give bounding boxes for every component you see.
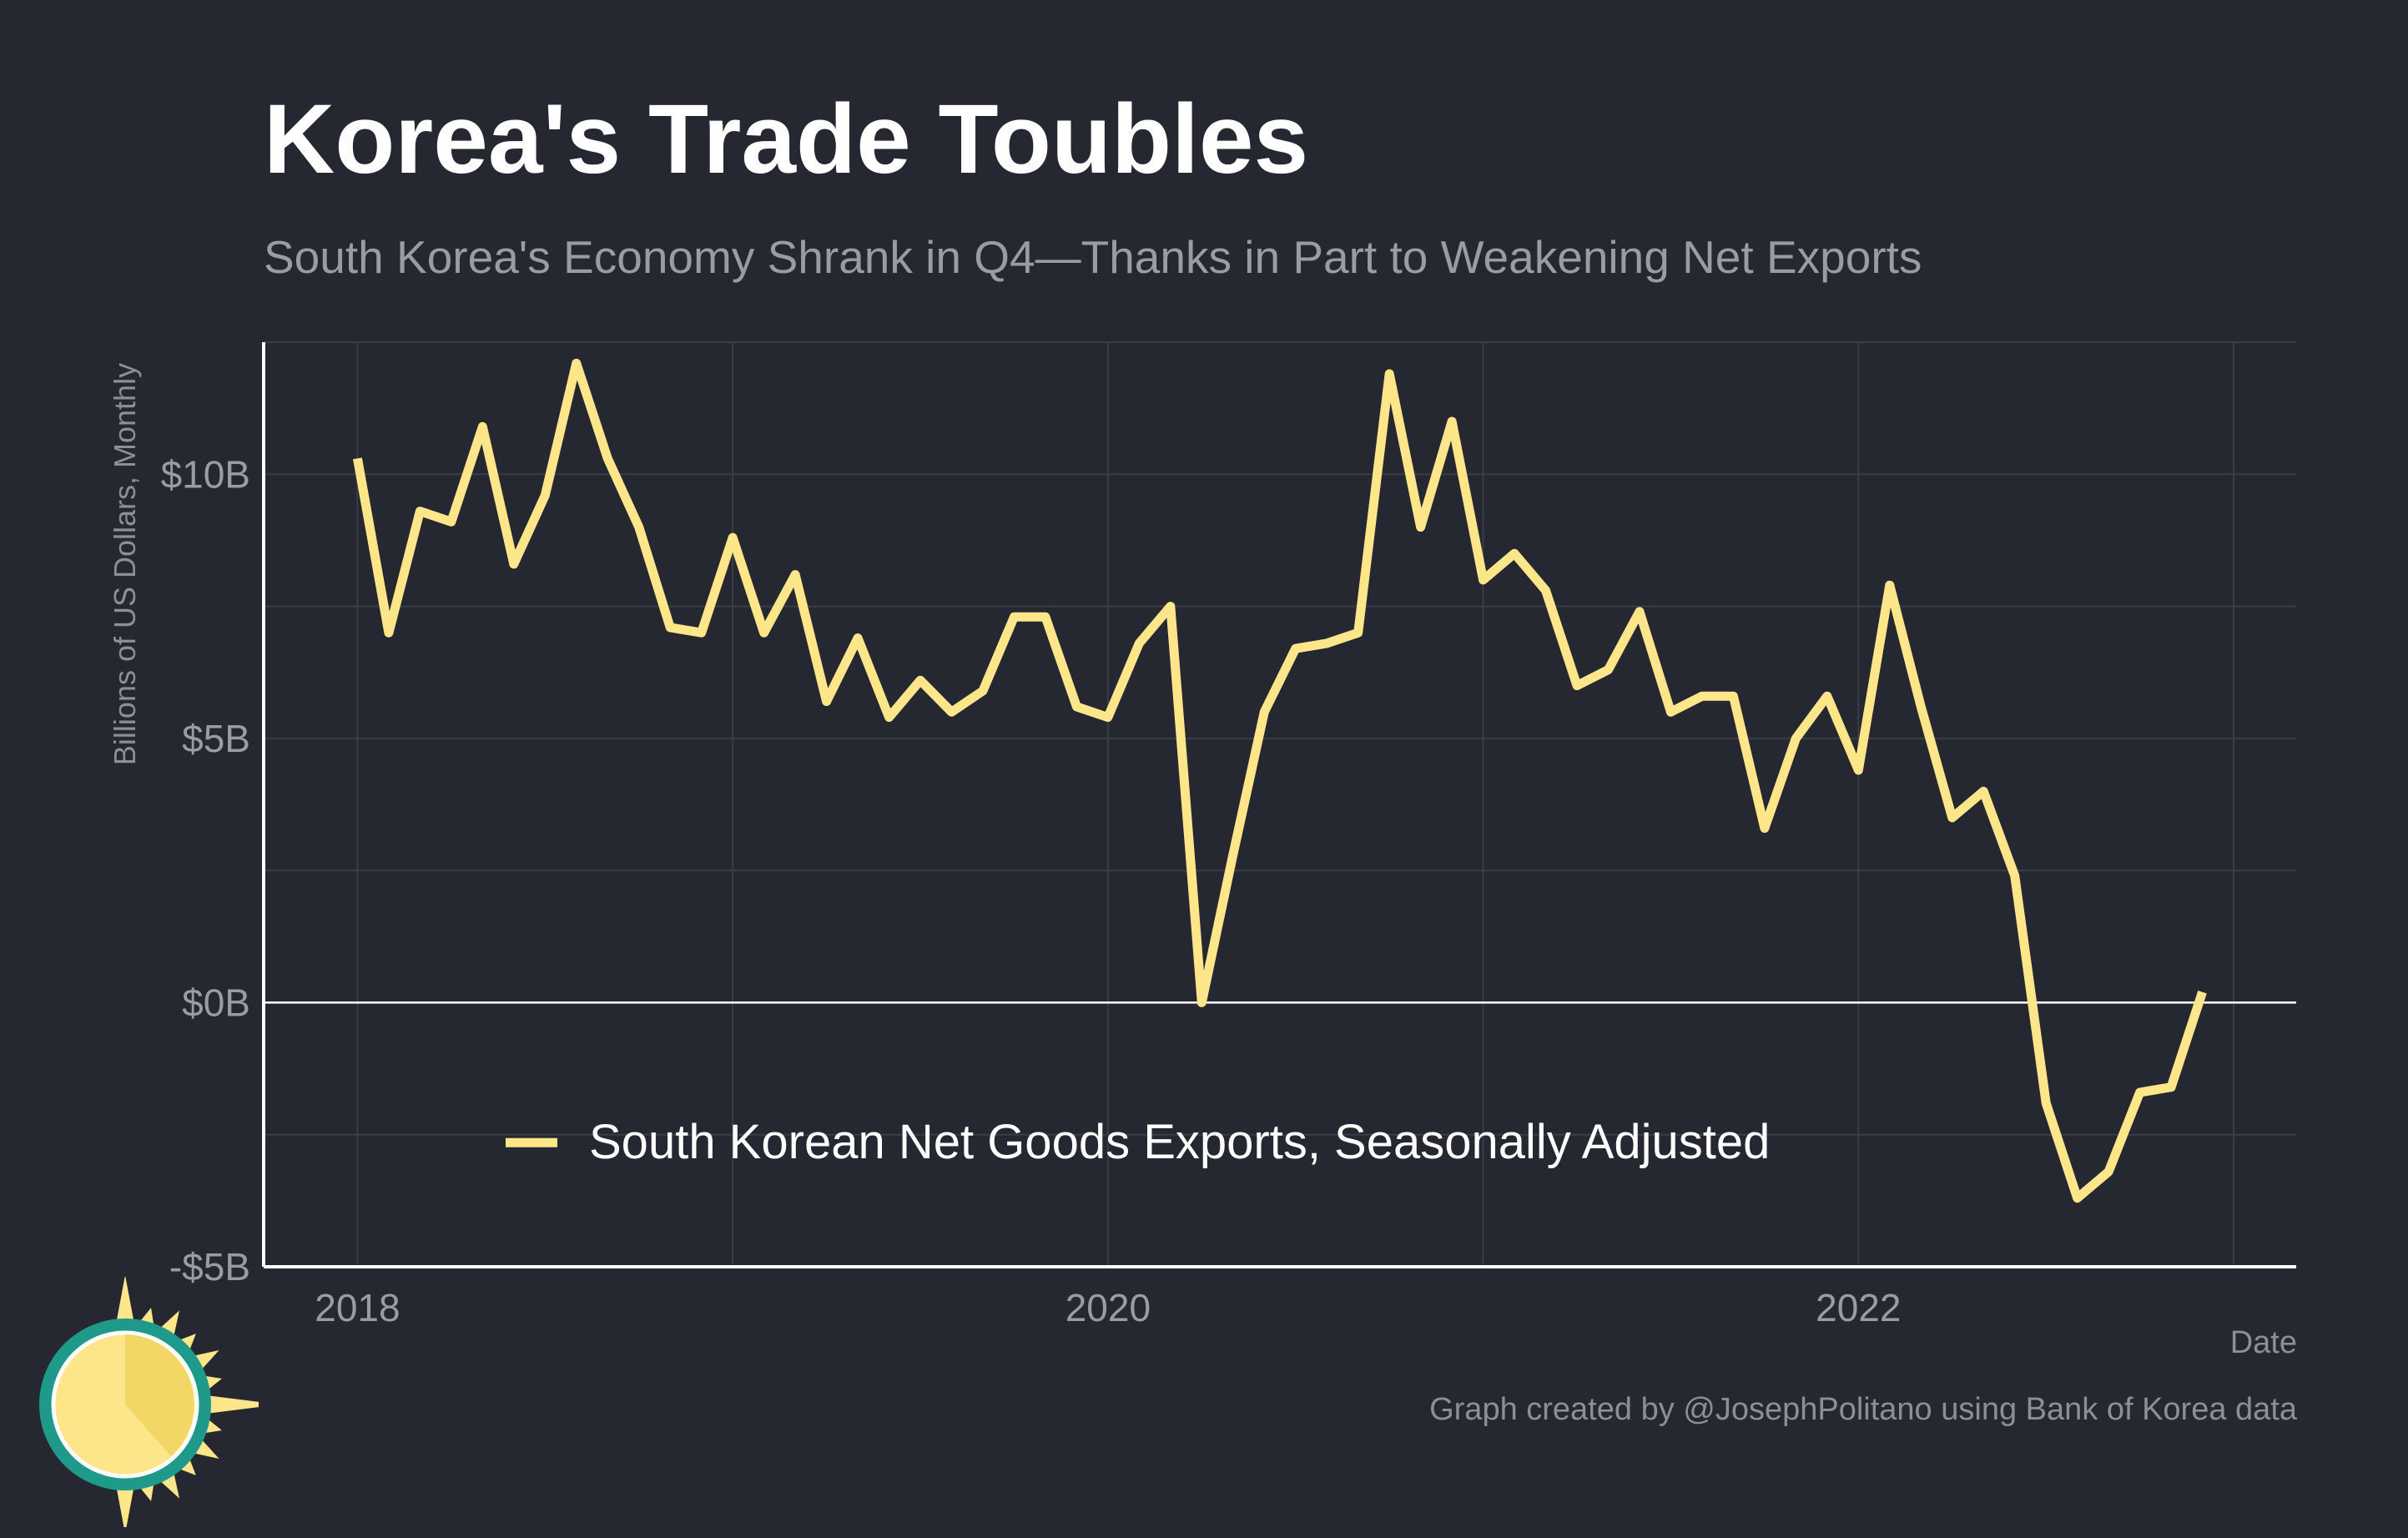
series-line [353, 358, 2207, 1203]
axes [262, 342, 2296, 1268]
sun-clock-icon [39, 1277, 259, 1527]
y-tick-label: $10B [161, 452, 250, 496]
y-tick-label: $0B [182, 981, 250, 1024]
x-axis-label: Date [2229, 1325, 2297, 1360]
sun-ray [115, 1483, 135, 1527]
logo-clock-hand [125, 1334, 194, 1456]
source-caption: Graph created by @JosephPolitano using B… [1429, 1392, 2297, 1427]
x-tick-label: 2018 [315, 1286, 400, 1329]
x-tick-label: 2022 [1816, 1286, 1901, 1329]
y-tick-label: -$5B [169, 1245, 250, 1288]
legend-label: South Korean Net Goods Exports, Seasonal… [589, 1115, 1770, 1169]
series-lines [353, 358, 2207, 1203]
y-tick-label: $5B [182, 717, 250, 760]
chart-title: Korea's Trade Toubles [264, 84, 1309, 194]
chart-subtitle: South Korea's Economy Shrank in Q4—Thank… [264, 231, 1922, 283]
legend: South Korean Net Goods Exports, Seasonal… [506, 1115, 1770, 1169]
x-tick-label: 2020 [1065, 1286, 1151, 1329]
grid-lines [264, 341, 2296, 1267]
sun-ray [204, 1394, 259, 1414]
tick-labels: -$5B $0B $5B $10B 2018 2020 2022 [161, 452, 1902, 1329]
sun-ray [115, 1277, 135, 1326]
